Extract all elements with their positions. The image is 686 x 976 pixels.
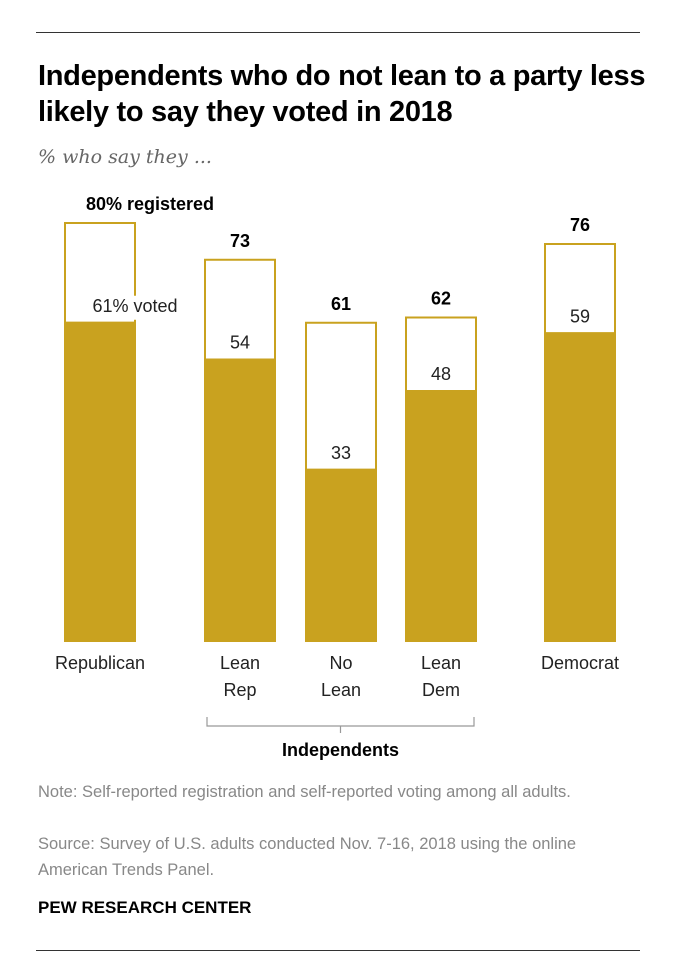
registered-value-label: 62 xyxy=(431,289,451,309)
top-rule xyxy=(36,32,640,33)
category-label: Rep xyxy=(223,680,256,700)
category-label: Republican xyxy=(55,653,145,673)
category-label: Lean xyxy=(321,680,361,700)
registered-bar xyxy=(405,316,477,392)
voted-label-background xyxy=(72,295,194,320)
voted-value-label: 59 xyxy=(570,306,590,326)
category-label: Democrat xyxy=(541,653,619,673)
voted-bar xyxy=(405,390,477,642)
voted-value-label: 33 xyxy=(331,443,351,463)
bar-chart: 80% registered 61% voted Republican 73 54 Lea… xyxy=(55,194,619,760)
registered-value-label: 80% registered xyxy=(86,194,214,214)
voted-bar xyxy=(204,358,276,642)
bottom-rule xyxy=(36,950,640,951)
chart-title: Independents who do not lean to a party … xyxy=(38,60,646,128)
source-text: Source: Survey of U.S. adults conducted … xyxy=(38,835,577,879)
category-label: Dem xyxy=(422,680,460,700)
voted-bar xyxy=(544,332,616,642)
registered-value-label: 61 xyxy=(331,294,351,314)
category-label: Lean xyxy=(220,653,260,673)
group-label: Independents xyxy=(282,740,399,760)
chart-subtitle: % who say they ... xyxy=(38,146,212,168)
registered-value-label: 76 xyxy=(570,215,590,235)
registered-bar xyxy=(544,243,616,335)
voted-value-label: 48 xyxy=(431,364,451,384)
group-bracket xyxy=(206,717,475,733)
registered-value-label: 73 xyxy=(230,231,250,251)
registered-bar xyxy=(305,321,377,471)
category-label: Lean xyxy=(421,653,461,673)
registered-bar xyxy=(204,258,276,361)
note-text: Note: Self-reported registration and sel… xyxy=(38,783,571,801)
category-label: No xyxy=(329,653,352,673)
voted-bar xyxy=(64,321,136,642)
voted-bar xyxy=(305,468,377,642)
voted-value-label: 61% voted xyxy=(92,296,177,316)
voted-value-label: 54 xyxy=(230,333,250,353)
brand-logo-text: PEW RESEARCH CENTER xyxy=(38,898,252,917)
